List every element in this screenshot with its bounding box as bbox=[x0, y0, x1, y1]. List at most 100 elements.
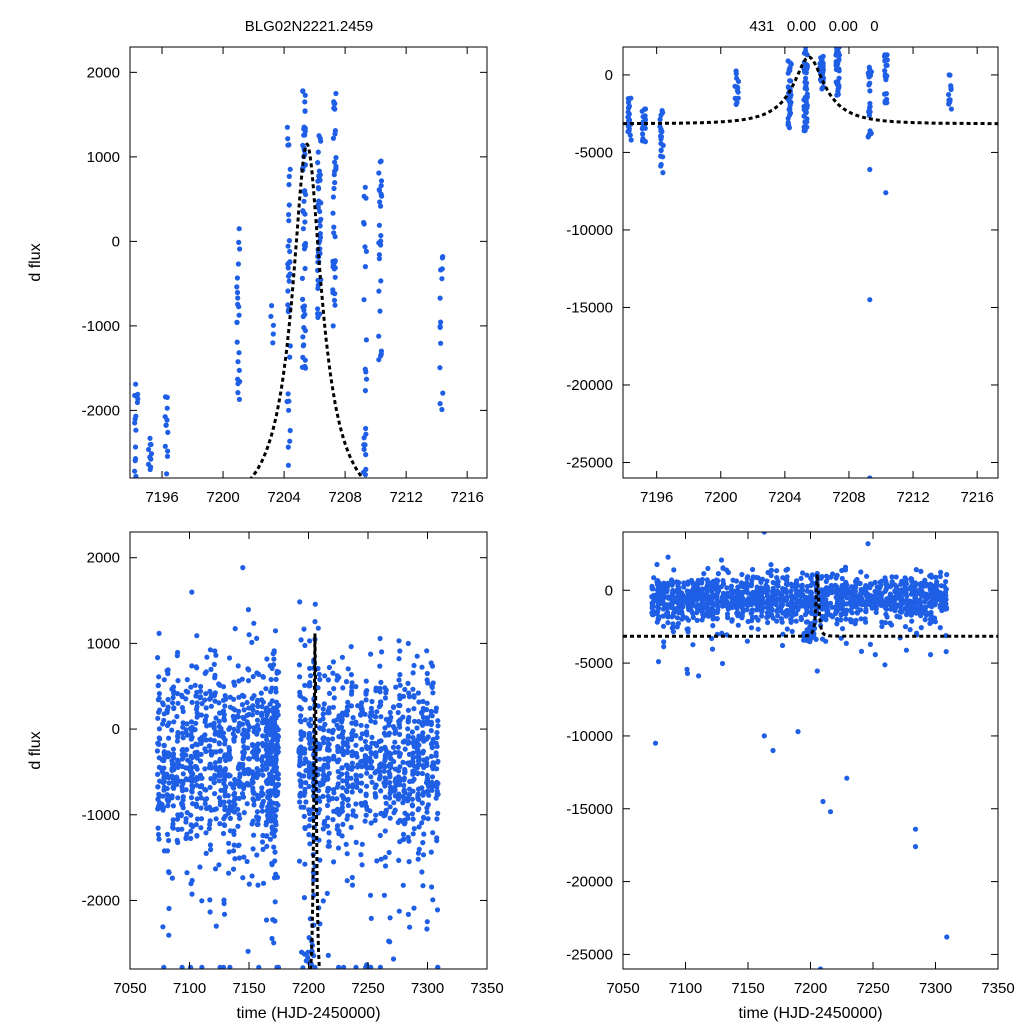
data-point bbox=[349, 874, 355, 881]
data-point bbox=[684, 581, 691, 587]
data-point bbox=[758, 579, 764, 585]
data-point bbox=[639, 125, 646, 131]
data-point bbox=[938, 569, 944, 575]
data-point bbox=[236, 795, 242, 802]
data-point bbox=[626, 126, 632, 132]
data-point bbox=[437, 295, 443, 301]
data-point bbox=[339, 771, 345, 777]
data-point bbox=[405, 726, 411, 732]
data-point bbox=[287, 438, 293, 444]
data-point bbox=[685, 589, 691, 595]
data-point bbox=[376, 333, 382, 339]
data-point bbox=[903, 587, 909, 593]
x-tick-label: 7350 bbox=[981, 980, 1014, 997]
data-point bbox=[690, 614, 696, 621]
data-point bbox=[349, 680, 355, 686]
data-point bbox=[330, 727, 336, 733]
data-point bbox=[832, 589, 839, 595]
data-point bbox=[331, 185, 337, 192]
data-point bbox=[325, 677, 331, 683]
data-point bbox=[421, 831, 427, 837]
data-point bbox=[660, 595, 667, 601]
data-point bbox=[764, 587, 771, 593]
data-point bbox=[801, 50, 808, 56]
data-point bbox=[254, 717, 261, 723]
data-point bbox=[341, 964, 347, 969]
data-point bbox=[331, 224, 337, 230]
data-point bbox=[833, 61, 839, 67]
data-point bbox=[660, 623, 667, 629]
data-point bbox=[376, 222, 382, 228]
data-point bbox=[429, 784, 435, 790]
data-point bbox=[193, 664, 199, 670]
data-point bbox=[254, 809, 260, 815]
data-point bbox=[161, 848, 167, 854]
data-point bbox=[297, 792, 303, 798]
data-point bbox=[670, 600, 676, 606]
data-point bbox=[420, 698, 426, 705]
data-point bbox=[170, 695, 176, 701]
data-point bbox=[250, 778, 256, 784]
data-points bbox=[154, 565, 441, 969]
data-point bbox=[640, 136, 646, 142]
data-point bbox=[435, 964, 441, 969]
data-point bbox=[785, 566, 791, 572]
data-point bbox=[239, 702, 245, 708]
data-point bbox=[803, 47, 809, 50]
data-point bbox=[203, 787, 209, 793]
data-point bbox=[249, 695, 255, 702]
data-point bbox=[903, 597, 910, 604]
data-point bbox=[893, 574, 899, 580]
data-point bbox=[329, 736, 336, 742]
data-point bbox=[148, 456, 154, 462]
data-point bbox=[892, 597, 898, 603]
data-point bbox=[838, 605, 845, 611]
data-point bbox=[222, 789, 228, 795]
data-point bbox=[217, 748, 223, 754]
x-axis-label: time (HJD-2450000) bbox=[236, 1005, 380, 1022]
data-point bbox=[402, 746, 408, 752]
data-point bbox=[240, 794, 246, 800]
data-point bbox=[331, 787, 337, 793]
data-point bbox=[640, 131, 646, 137]
data-point bbox=[203, 691, 209, 697]
data-point bbox=[824, 590, 830, 597]
data-point bbox=[216, 795, 222, 801]
data-point bbox=[202, 732, 208, 738]
data-point bbox=[265, 789, 271, 795]
data-point bbox=[156, 709, 162, 715]
data-point bbox=[362, 818, 368, 824]
data-point bbox=[411, 718, 418, 724]
data-point bbox=[355, 762, 361, 768]
data-point bbox=[739, 571, 745, 578]
y-tick-label: -5000 bbox=[575, 144, 613, 161]
data-point bbox=[382, 758, 388, 764]
data-point bbox=[302, 861, 308, 867]
data-point bbox=[245, 727, 251, 734]
data-point bbox=[312, 619, 318, 625]
data-point bbox=[345, 802, 351, 809]
data-point bbox=[308, 745, 314, 751]
data-point bbox=[202, 670, 208, 677]
data-point bbox=[254, 699, 260, 706]
data-point bbox=[378, 158, 384, 164]
data-point bbox=[235, 843, 241, 849]
data-point bbox=[775, 579, 781, 585]
data-point bbox=[390, 704, 397, 711]
data-point bbox=[315, 625, 321, 631]
data-point bbox=[894, 602, 900, 609]
data-point bbox=[759, 592, 765, 598]
data-point bbox=[387, 774, 393, 780]
data-point bbox=[842, 586, 848, 592]
data-point bbox=[241, 727, 247, 733]
data-point bbox=[369, 698, 375, 705]
data-point bbox=[912, 586, 918, 593]
data-point bbox=[301, 325, 307, 331]
data-point bbox=[198, 775, 204, 781]
data-point bbox=[331, 859, 337, 865]
data-point bbox=[750, 566, 756, 573]
data-point bbox=[358, 852, 364, 858]
data-point bbox=[362, 753, 368, 759]
data-point bbox=[867, 581, 874, 587]
data-point bbox=[392, 779, 398, 785]
